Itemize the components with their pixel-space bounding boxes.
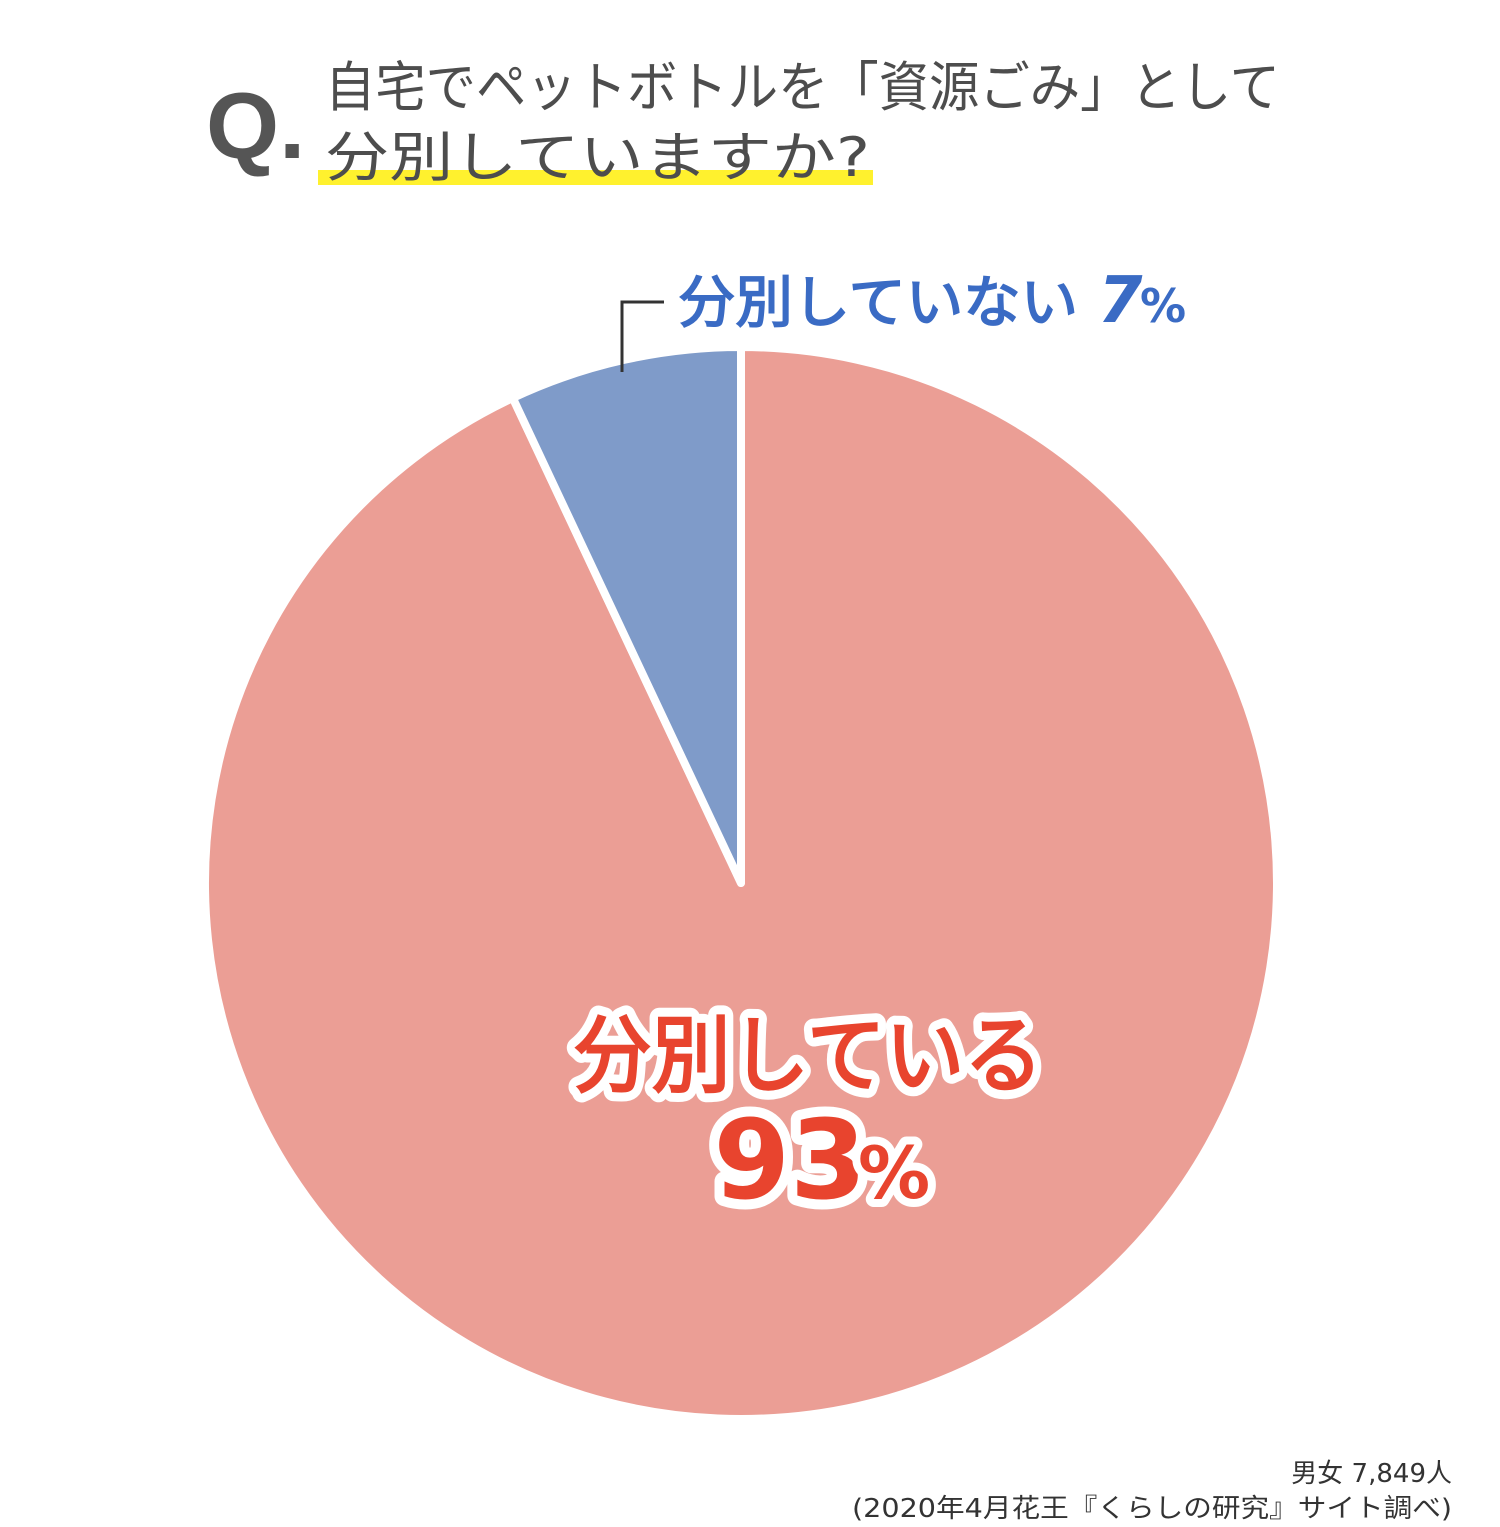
label-no-value: 7 (1098, 264, 1143, 338)
label-yes-value-outline: 93 (713, 1096, 866, 1224)
footer-sample: 男女 7,849人 (1291, 1459, 1452, 1489)
label-no-value-outline: 7 (1098, 264, 1143, 338)
label-no-text-outline: 分別していない (678, 271, 1078, 336)
label-yes-text: 分別している (573, 1007, 1043, 1105)
slice-no (508, 343, 745, 887)
question-line1: 自宅でペットボトルを「資源ごみ」として (325, 56, 1280, 119)
leader-line (620, 300, 664, 372)
label-yes: 分別している 分別している 93 93 % % (564, 998, 1052, 1234)
question-highlight (318, 170, 873, 185)
footer: 男女 7,849人 (2020年4月花王『くらしの研究』サイト調べ) (852, 1459, 1452, 1524)
label-no-unit: % (1140, 279, 1186, 333)
label-yes-unit: % (858, 1131, 930, 1215)
question-header: Q. 自宅でペットボトルを「資源ごみ」として 分別していますか? (206, 56, 1280, 189)
label-yes-value: 93 (713, 1096, 866, 1224)
label-no-unit-outline: % (1140, 279, 1186, 333)
label-yes-text-outline: 分別している (573, 1007, 1043, 1105)
footer-source: (2020年4月花王『くらしの研究』サイト調べ) (852, 1494, 1452, 1524)
question-mark: Q. (206, 73, 305, 178)
label-no-text: 分別していない (678, 271, 1078, 336)
label-yes-unit-outline: % (858, 1131, 930, 1215)
label-no: 分別していない 分別していない 7 7 % % (671, 257, 1192, 345)
question-line2: 分別していますか? (325, 126, 870, 189)
pie-slices (201, 343, 1281, 1423)
